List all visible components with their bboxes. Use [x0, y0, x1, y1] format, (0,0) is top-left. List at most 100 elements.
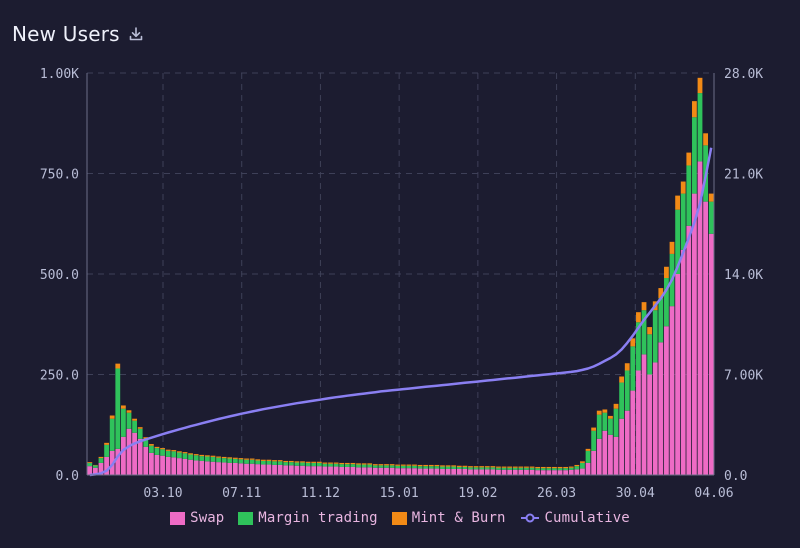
bar-mint-burn	[568, 466, 574, 468]
bar-swap	[333, 466, 339, 475]
bar-margin-trading	[115, 368, 121, 449]
y-left-tick-label: 250.0	[40, 369, 79, 384]
bar-mint-burn	[591, 427, 597, 431]
x-tick-label: 07.11	[222, 486, 261, 501]
bar-swap	[518, 469, 524, 475]
bar-margin-trading	[501, 467, 507, 470]
bar-margin-trading	[658, 298, 664, 343]
bar-swap	[160, 455, 165, 475]
bar-margin-trading	[87, 462, 93, 467]
bar-swap	[367, 467, 373, 475]
bar-mint-burn	[529, 466, 535, 468]
bar-mint-burn	[165, 449, 171, 451]
bar-margin-trading	[630, 346, 636, 391]
bar-mint-burn	[552, 466, 557, 469]
bar-mint-burn	[361, 463, 367, 465]
bar-margin-trading	[378, 465, 384, 468]
bar-margin-trading	[221, 458, 227, 463]
bar-swap	[434, 468, 440, 475]
bar-mint-burn	[703, 133, 709, 146]
bar-swap	[479, 469, 485, 475]
bar-swap	[372, 467, 378, 475]
bar-swap	[115, 448, 121, 475]
bar-mint-burn	[210, 455, 216, 457]
bar-margin-trading	[238, 459, 244, 464]
download-icon[interactable]	[128, 26, 144, 42]
bar-swap	[328, 466, 333, 475]
bar-margin-trading	[143, 438, 149, 447]
bar-swap	[552, 470, 557, 475]
x-tick-label: 30.04	[616, 486, 655, 501]
bar-swap	[232, 462, 238, 475]
axes: 0.0 0.0 250.0 7.00K 500.0 14.0K 750.0 21.0K 1.00…	[40, 67, 763, 501]
bar-mint-burn	[137, 427, 143, 429]
x-tick-label: 15.01	[380, 486, 419, 501]
bar-mint-burn	[417, 464, 423, 467]
bar-margin-trading	[120, 408, 126, 437]
bar-mint-burn	[518, 466, 524, 468]
bar-mint-burn	[406, 464, 412, 466]
bar-swap	[703, 201, 709, 475]
legend-item-margin-trading[interactable]: Margin trading	[238, 510, 378, 526]
bar-swap	[244, 463, 249, 475]
bar-margin-trading	[322, 463, 328, 467]
legend-item-swap[interactable]: Swap	[170, 510, 224, 526]
bar-swap	[641, 354, 647, 475]
bar-mint-burn	[154, 446, 160, 449]
bar-mint-burn	[680, 181, 686, 194]
bar-margin-trading	[434, 466, 440, 469]
bar-margin-trading	[188, 454, 193, 460]
bar-mint-burn	[120, 405, 126, 409]
bar-swap	[87, 466, 93, 475]
bar-margin-trading	[227, 458, 233, 463]
bar-swap	[350, 466, 356, 475]
bar-mint-burn	[412, 464, 417, 466]
bar-margin-trading	[423, 466, 429, 469]
legend-label-cumulative: Cumulative	[544, 510, 630, 526]
bar-mint-burn	[260, 459, 266, 461]
bar-mint-burn	[434, 464, 440, 467]
bar-mint-burn	[501, 466, 507, 468]
bar-margin-trading	[675, 209, 681, 274]
bar-margin-trading	[132, 420, 137, 433]
bar-margin-trading	[680, 193, 686, 250]
legend-item-mint-burn[interactable]: Mint & Burn	[391, 510, 506, 526]
legend-item-cumulative[interactable]: Cumulative	[520, 510, 630, 526]
bar-swap	[602, 430, 608, 475]
chart-title: New Users	[12, 22, 120, 46]
bar-mint-burn	[496, 466, 501, 468]
bar-swap	[585, 462, 591, 475]
bar-mint-burn	[440, 465, 445, 467]
bar-swap	[137, 438, 143, 475]
bar-margin-trading	[496, 467, 501, 470]
bar-mint-burn	[143, 437, 149, 439]
bar-margin-trading	[613, 408, 619, 437]
bar-margin-trading	[176, 452, 182, 459]
bar-swap	[501, 469, 507, 475]
bar-margin-trading	[591, 430, 597, 451]
bar-mint-burn	[395, 464, 401, 466]
bar-mint-burn	[372, 464, 378, 466]
bar-swap	[171, 457, 177, 475]
bar-swap	[288, 465, 294, 475]
bar-swap	[636, 370, 641, 475]
bar-mint-burn	[596, 410, 602, 415]
bar-margin-trading	[512, 467, 518, 470]
y-right-tick-label: 0.0	[724, 469, 747, 484]
bar-swap	[227, 462, 233, 475]
bar-swap	[692, 193, 697, 475]
bar-margin-trading	[574, 466, 580, 470]
bar-mint-burn	[473, 466, 479, 468]
x-tick-label: 03.10	[143, 486, 182, 501]
cumulative-line	[89, 147, 713, 477]
bar-margin-trading	[361, 464, 367, 468]
bar-margin-trading	[356, 464, 361, 468]
bar-margin-trading	[182, 453, 188, 459]
bar-swap	[568, 469, 574, 475]
bar-margin-trading	[451, 466, 457, 469]
bar-margin-trading	[552, 468, 557, 471]
bar-margin-trading	[255, 460, 261, 465]
bar-margin-trading	[400, 465, 406, 469]
bar-margin-trading	[249, 459, 255, 464]
bar-margin-trading	[456, 466, 462, 469]
